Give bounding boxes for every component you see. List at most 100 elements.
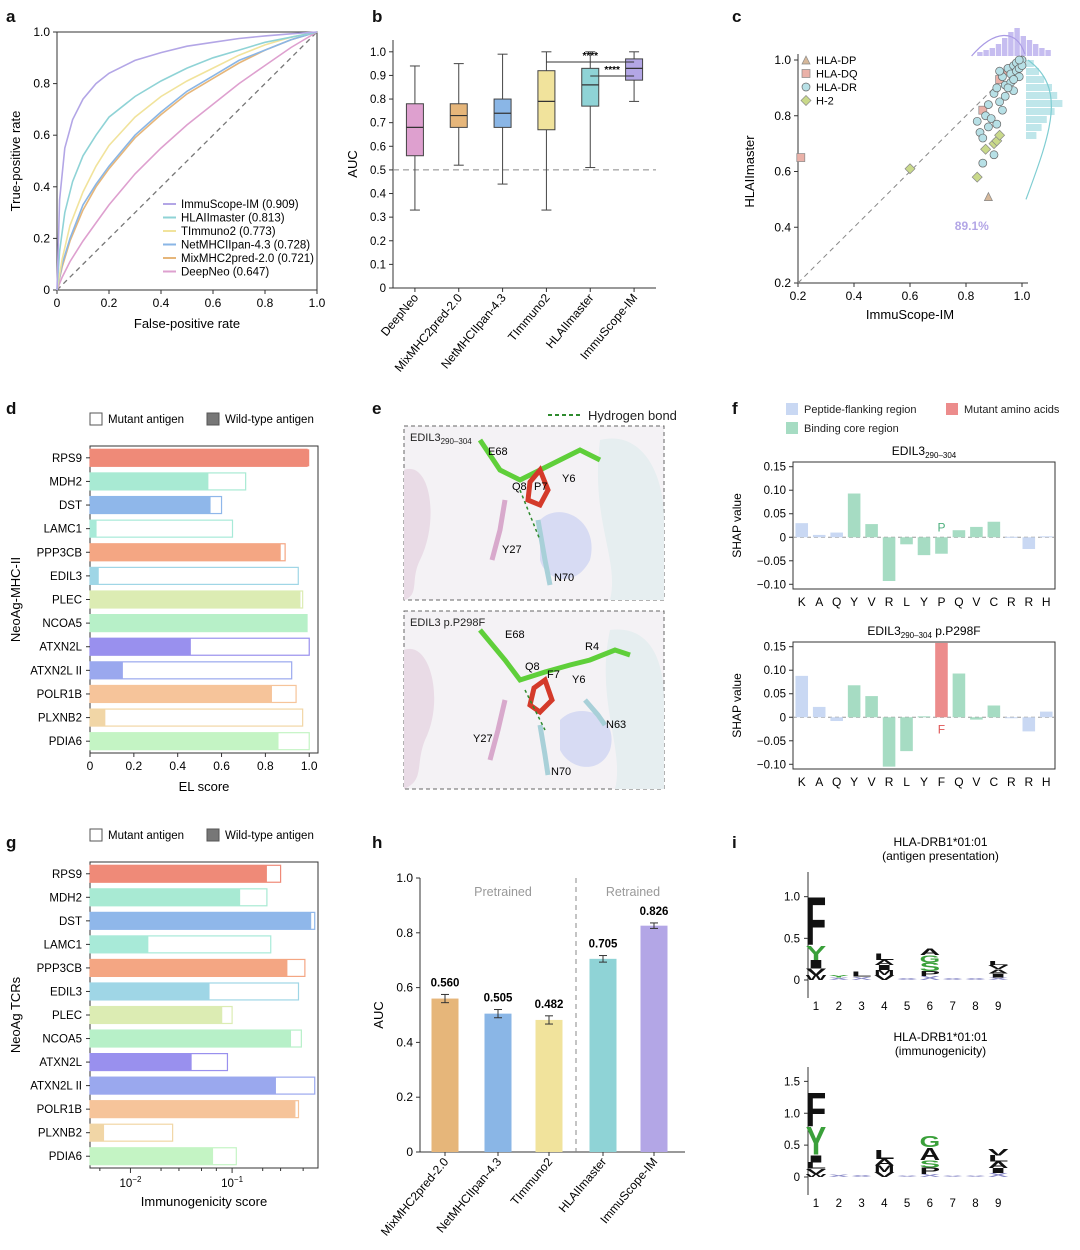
panel-label-f: f [732, 399, 738, 418]
proline-residue [525, 465, 551, 509]
group-label: Retrained [606, 885, 660, 899]
bar-wild-type [90, 685, 272, 703]
y-tick-label: 1.0 [396, 871, 413, 885]
y-tick-label: 0.4 [774, 220, 791, 234]
x-tick-label: TImmuno2 [505, 291, 553, 344]
box-body [625, 58, 644, 81]
x-axis-label: ImmuScope-IM [866, 307, 954, 322]
shap-bar [882, 537, 896, 582]
logo-letter: X [965, 978, 987, 981]
logo-letter: M [874, 1164, 895, 1174]
residue-label: F7 [547, 669, 560, 681]
bar-wild-type [90, 567, 99, 585]
x-tick-label: 0.4 [169, 759, 186, 773]
y-tick-label: 0 [380, 283, 386, 295]
logo-letter: V [806, 967, 828, 977]
x-tick-label: 0.2 [126, 759, 143, 773]
logo-letter: Y [829, 975, 850, 979]
x-tick-label: Y [850, 595, 858, 609]
panel-a-roc-chart: 0 0.2 0.4 0.6 0.8 1.0 0 0.2 0.4 0.6 0.8 1.0 False-po… [8, 25, 326, 331]
chart-title-sub: 290–304 [901, 631, 933, 640]
panel-f1-shap-chart: EDIL3290–304 −0.10 −0.05 0 0.05 0.10 0.15 SHAP … [730, 444, 1056, 609]
marginal-bar [1026, 68, 1039, 75]
y-tick-label: −0.10 [757, 759, 786, 771]
y-tick-label: 0.10 [764, 485, 786, 497]
panel-i2-logo-chart: HLA-DRB1*01:01(immunogenicity) 0 0.5 1.0 1.5… [784, 1030, 1010, 1210]
helix-shape [540, 512, 592, 579]
shap-bar [865, 524, 878, 538]
bar-mutant [89, 708, 304, 727]
diagonal-line [797, 59, 1023, 284]
x-tick-label: 0 [54, 296, 61, 310]
shap-bar [847, 685, 861, 718]
bar-wild-type [90, 709, 106, 727]
bar-mutant [89, 566, 299, 585]
x-tick-label: A [815, 775, 823, 789]
n70-residue [535, 519, 553, 586]
logo-letter: F [806, 883, 827, 960]
marginal-bar [989, 48, 995, 56]
value-label: 0.560 [431, 977, 460, 989]
legend-swatch-mutant [946, 403, 958, 415]
x-tick-label: 5 [904, 1001, 910, 1013]
peptide-backbone [478, 628, 631, 683]
y-tick-label: POLR1B [37, 689, 83, 701]
shap-bar [1022, 537, 1036, 550]
y-axis-label: AUC [345, 150, 360, 177]
x-tick-label: C [990, 775, 999, 789]
y-tick-label: 1.0 [370, 47, 386, 59]
y-tick-label: −0.05 [757, 556, 786, 568]
shap-bar [1039, 711, 1053, 718]
y-axis-label: SHAP value [730, 673, 744, 738]
y-tick-label: POLR1B [37, 1104, 83, 1116]
logo-letter: A [920, 1144, 941, 1164]
plot-frame [792, 641, 1056, 770]
x-axis-label: EL score [179, 779, 230, 794]
bar-wild-type [90, 959, 288, 977]
residue-label: P7 [534, 481, 547, 493]
y-tick-label: 0.4 [33, 180, 50, 194]
auc-bar [484, 1013, 512, 1152]
logo-letter: A [988, 969, 1009, 975]
group-label: Pretrained [474, 885, 532, 899]
bar-wild-type [90, 935, 149, 953]
helix-shape [605, 629, 664, 789]
y-tick-label: 0.1 [370, 259, 386, 271]
marginal-bar [1026, 84, 1052, 91]
mutation-annotation: F [938, 722, 945, 736]
shap-bar [812, 706, 826, 718]
n63-residue [583, 698, 608, 727]
x-tick-label: 1.0 [1014, 289, 1031, 303]
y-tick-label: 1.0 [784, 892, 800, 904]
x-tick-label: HLAIImaster [556, 1155, 610, 1215]
x-tick-label: 10−2 [119, 1175, 141, 1190]
legend-label-mutant: Mutant antigen [108, 830, 184, 842]
logo-letter: V [988, 1148, 1010, 1158]
scatter-point [800, 95, 812, 106]
y-tick-label: PDIA6 [49, 736, 82, 748]
bar-wild-type [90, 982, 210, 1000]
significance-label: **** [604, 65, 620, 76]
logo-letter: X [920, 975, 941, 981]
scatter-point [978, 158, 988, 168]
auc-bar [431, 998, 459, 1152]
logo-letter: X [897, 978, 919, 981]
scatter-point [1009, 75, 1018, 84]
x-tick-label: 1.0 [301, 759, 318, 773]
logo-letter: W [806, 974, 828, 982]
panel-label-d: d [6, 399, 16, 418]
n70-residue [537, 724, 551, 776]
legend-label-core: Binding core region [804, 423, 899, 435]
x-tick-label: 0.6 [205, 296, 222, 310]
auc-bar [589, 958, 617, 1152]
y-tick-label: EDIL3 [50, 571, 82, 583]
chart-title-sub: 290–304 [925, 451, 957, 460]
logo-letter: X [942, 1176, 964, 1178]
y-tick-label: PLXNB2 [38, 1128, 82, 1140]
y-tick-label: 0.6 [396, 981, 413, 995]
x-tick-label: A [815, 595, 823, 609]
x-tick-label: F [938, 775, 945, 789]
legend-swatch-wild-type [206, 828, 220, 842]
marginal-bar [983, 50, 989, 56]
